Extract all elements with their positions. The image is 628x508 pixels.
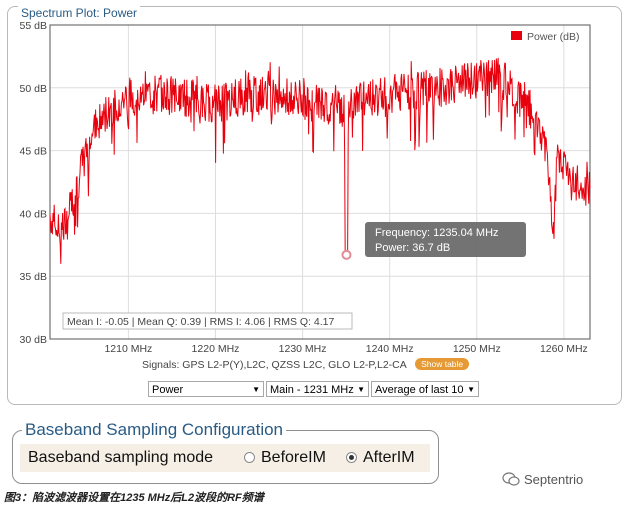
tooltip-power: Power: 36.7 dB: [375, 242, 450, 254]
power-series-line: [49, 57, 591, 264]
chevron-down-icon: ▼: [467, 385, 475, 394]
legend-label: Power (dB): [527, 31, 580, 43]
y-tick-label: 30 dB: [20, 334, 47, 346]
x-tick-label: 1210 MHz: [104, 343, 152, 355]
tooltip-frequency: Frequency: 1235.04 MHz: [375, 227, 499, 239]
y-tick-label: 35 dB: [20, 271, 47, 283]
y-tick-label: 50 dB: [20, 83, 47, 95]
x-tick-label: 1240 MHz: [366, 343, 414, 355]
average-value: Average of last 10: [375, 384, 464, 396]
before-im-label[interactable]: BeforeIM: [261, 449, 326, 466]
baseband-mode-row: Baseband sampling mode BeforeIM AfterIM: [20, 444, 430, 472]
legend-swatch: [511, 31, 522, 40]
signals-text: Signals: GPS L2-P(Y),L2C, QZSS L2C, GLO …: [142, 359, 407, 371]
plot-type-value: Power: [152, 384, 184, 396]
y-tick-label: 40 dB: [20, 208, 47, 220]
logo-text: Septentrio: [524, 472, 584, 487]
figure-caption: 图3：陷波滤波器设置在1235 MHz后L2波段的RF频谱: [4, 492, 264, 504]
logo: Septentrio: [502, 472, 583, 487]
x-tick-label: 1250 MHz: [453, 343, 501, 355]
tooltip-box: [365, 222, 526, 257]
stats-text: Mean I: -0.05 | Mean Q: 0.39 | RMS I: 4.…: [67, 316, 334, 328]
baseband-mode-label: Baseband sampling mode: [28, 449, 214, 466]
stats-box: [62, 312, 353, 330]
panel-title: Spectrum Plot: Power: [18, 6, 141, 20]
y-tick-label: 55 dB: [20, 20, 47, 32]
chevron-down-icon: ▼: [252, 385, 260, 394]
wechat-icon: [502, 472, 520, 486]
spectrum-chart: 30 dB 35 dB 40 dB 45 dB 50 dB 55 dB 1210 MHz 12…: [20, 20, 591, 355]
x-tick-label: 1230 MHz: [279, 343, 327, 355]
y-tick-label: 45 dB: [20, 146, 47, 158]
chevron-down-icon: ▼: [357, 385, 365, 394]
x-tick-label: 1260 MHz: [540, 343, 588, 355]
source-value: Main - 1231 MHz: [270, 384, 354, 396]
plot-area: [49, 24, 591, 340]
show-table-button[interactable]: Show table: [415, 358, 470, 370]
after-im-radio[interactable]: [346, 452, 357, 463]
x-tick-label: 1220 MHz: [192, 343, 240, 355]
after-im-label[interactable]: AfterIM: [363, 449, 415, 466]
hover-marker: [341, 249, 352, 260]
plot-type-select[interactable]: Power ▼: [148, 381, 264, 397]
before-im-radio[interactable]: [244, 452, 255, 463]
source-select[interactable]: Main - 1231 MHz ▼: [266, 381, 369, 397]
average-select[interactable]: Average of last 10 ▼: [371, 381, 479, 397]
baseband-config-title: Baseband Sampling Configuration: [22, 420, 287, 440]
signals-line: Signals: GPS L2-P(Y),L2C, QZSS L2C, GLO …: [142, 358, 470, 371]
